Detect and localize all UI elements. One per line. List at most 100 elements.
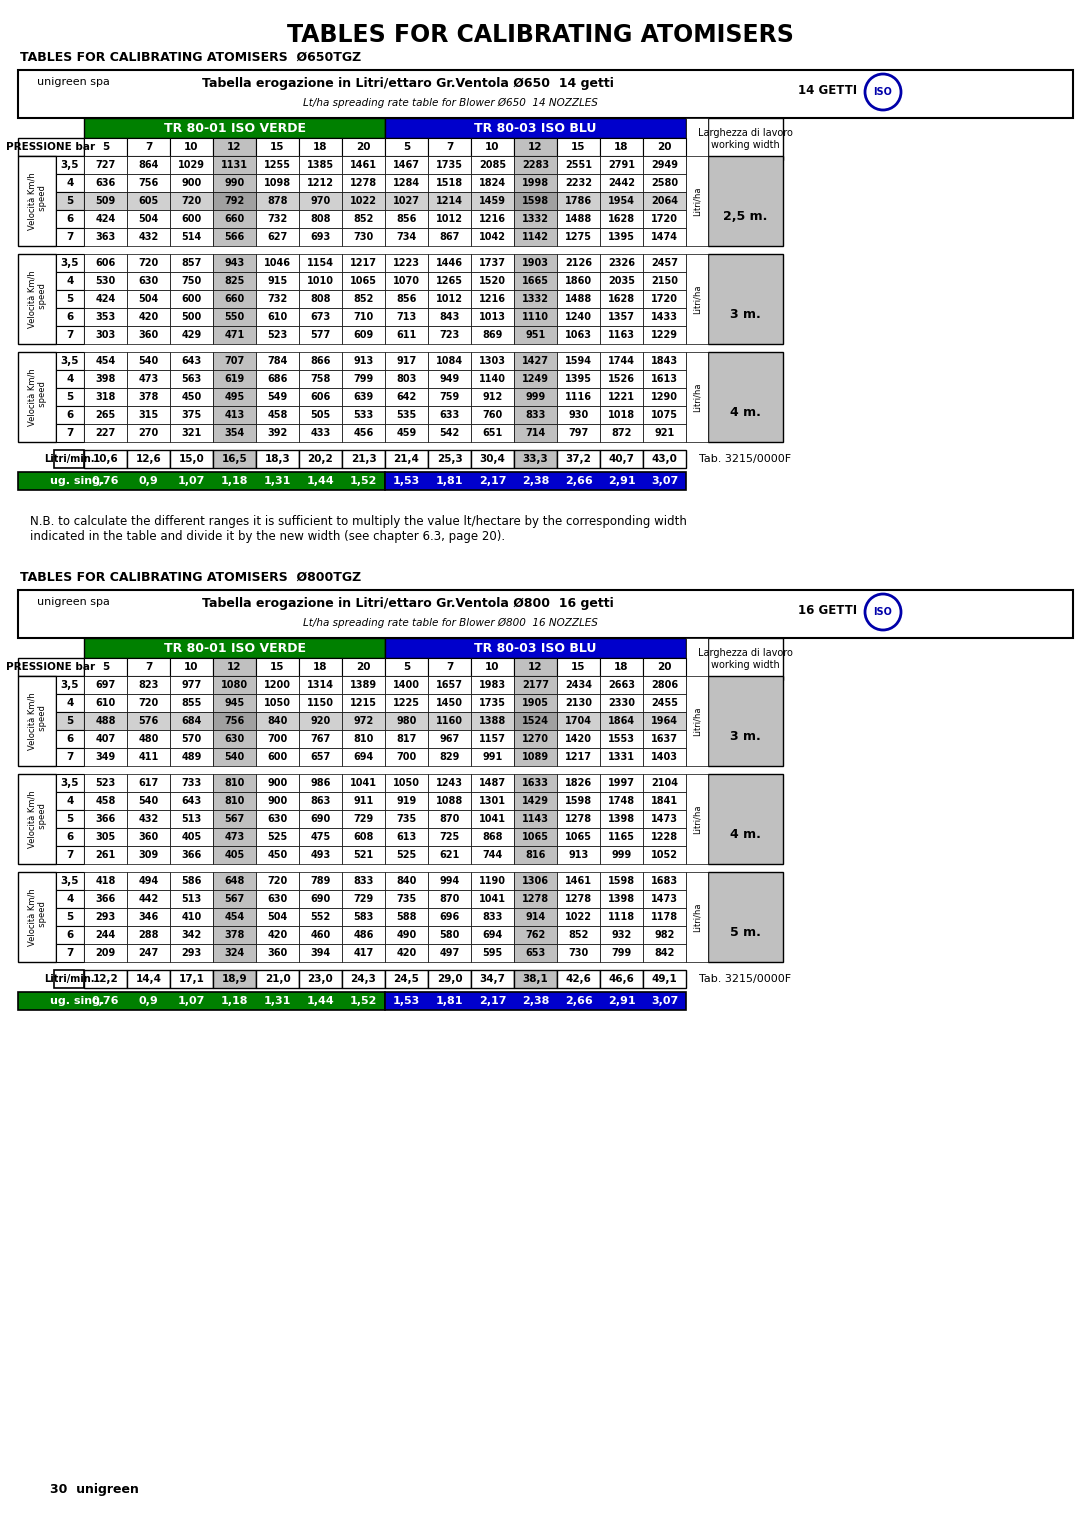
Bar [557,351,600,370]
Text: 504: 504 [138,293,159,304]
Text: 1553: 1553 [608,733,635,744]
Text: 4: 4 [66,698,73,707]
Text: 694: 694 [483,931,502,940]
Bar [428,423,471,442]
Bar [342,847,384,863]
Bar [384,970,428,989]
Bar [127,810,170,828]
Bar [256,749,299,766]
Text: 1306: 1306 [522,876,549,886]
Bar [170,889,213,908]
Text: TABLES FOR CALIBRATING ATOMISERS  Ø650TGZ: TABLES FOR CALIBRATING ATOMISERS Ø650TGZ [21,50,361,64]
Bar [643,228,686,246]
Text: 18: 18 [615,662,629,672]
Bar [471,254,514,272]
Text: 10: 10 [185,142,199,151]
Bar [213,351,256,370]
Bar [428,712,471,730]
Bar [54,970,84,989]
Bar [557,451,600,468]
Text: 14,4: 14,4 [135,973,162,984]
Text: 855: 855 [181,698,202,707]
Bar [342,228,384,246]
Bar [428,309,471,325]
Bar [170,944,213,963]
Bar [56,272,84,290]
Bar [170,970,213,989]
Text: 1255: 1255 [264,160,291,170]
Text: 247: 247 [138,947,159,958]
Bar [213,370,256,388]
Text: 7: 7 [145,662,152,672]
Text: 10: 10 [185,662,199,672]
Bar [557,872,600,889]
Text: 407: 407 [95,733,116,744]
Bar [643,694,686,712]
Bar [428,451,471,468]
Text: 494: 494 [138,876,159,886]
Bar [428,792,471,810]
Bar [84,730,127,749]
Text: 420: 420 [138,312,159,322]
Bar [299,156,342,174]
Bar [170,451,213,468]
Text: 999: 999 [525,393,545,402]
Text: 808: 808 [310,293,330,304]
Bar [708,872,783,963]
Bar [127,254,170,272]
Text: 18: 18 [313,142,327,151]
Text: 420: 420 [396,947,417,958]
Bar [18,775,56,863]
Text: 324: 324 [225,947,245,958]
Text: 363: 363 [95,232,116,241]
Text: 1744: 1744 [608,356,635,367]
Bar [643,325,686,344]
Bar [256,659,299,675]
Bar [643,872,686,889]
Bar [600,872,643,889]
Bar [428,694,471,712]
Text: 46,6: 46,6 [608,973,634,984]
Text: 1018: 1018 [608,410,635,420]
Bar [643,423,686,442]
Text: 759: 759 [440,393,460,402]
Bar [643,810,686,828]
Text: 315: 315 [138,410,159,420]
Text: 863: 863 [310,796,330,805]
Bar [84,970,127,989]
Bar [170,254,213,272]
Text: 911: 911 [353,796,374,805]
Bar [600,325,643,344]
Bar [514,944,557,963]
Bar [56,370,84,388]
Text: 1046: 1046 [264,258,291,267]
Bar [708,675,783,766]
Text: 2130: 2130 [565,698,592,707]
Text: 418: 418 [95,876,116,886]
Text: 2150: 2150 [651,277,678,286]
Text: 1427: 1427 [522,356,549,367]
Text: Litri/ha: Litri/ha [692,804,702,834]
Text: 5: 5 [403,142,410,151]
Text: 1357: 1357 [608,312,635,322]
Text: 735: 735 [396,814,417,824]
Text: 2326: 2326 [608,258,635,267]
Bar [428,325,471,344]
Text: 346: 346 [138,912,159,921]
Bar [18,659,84,675]
Text: 1403: 1403 [651,752,678,762]
Text: 6: 6 [66,733,73,744]
Bar [127,451,170,468]
Bar [600,712,643,730]
Text: 1735: 1735 [436,160,463,170]
Bar [213,775,256,792]
Text: 432: 432 [138,814,159,824]
Bar [643,675,686,694]
Text: 2104: 2104 [651,778,678,788]
Bar [299,388,342,406]
Bar [557,228,600,246]
Bar [342,730,384,749]
Bar [127,290,170,309]
Bar [213,174,256,193]
Text: 12,2: 12,2 [93,973,119,984]
